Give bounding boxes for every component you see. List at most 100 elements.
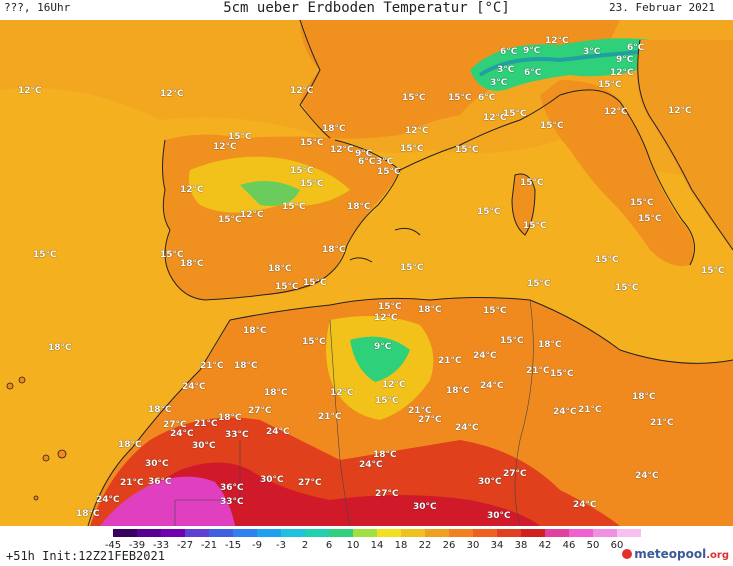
temperature-label: 12°C (382, 380, 406, 390)
temperature-label: 15°C (302, 337, 326, 347)
temperature-label: 18°C (268, 264, 292, 274)
temperature-label: 15°C (540, 121, 564, 131)
temperature-label: 21°C (526, 366, 550, 376)
temperature-label: 24°C (455, 423, 479, 433)
temperature-label: 15°C (290, 166, 314, 176)
temperature-label: 12°C (160, 89, 184, 99)
temperature-label: 27°C (298, 478, 322, 488)
scale-tick: -9 (252, 540, 262, 551)
scale-swatch (593, 529, 617, 537)
sahara-extreme (100, 476, 235, 526)
scale-tick: -27 (176, 540, 194, 551)
temperature-label: 18°C (180, 259, 204, 269)
temperature-label: 9°C (374, 342, 392, 352)
temperature-label: 15°C (598, 80, 622, 90)
temperature-label: 6°C (500, 47, 518, 57)
forecast-time: ???, 16Uhr (4, 1, 71, 14)
forecast-date: 23. Februar 2021 (609, 1, 715, 14)
scale-swatch (113, 529, 137, 537)
temperature-label: 15°C (477, 207, 501, 217)
temperature-label: 12°C (18, 86, 42, 96)
logo-icon (622, 549, 633, 559)
temperature-label: 36°C (148, 477, 172, 487)
temperature-label: 3°C (497, 65, 515, 75)
temperature-label: 27°C (248, 406, 272, 416)
temperature-label: 18°C (118, 440, 142, 450)
scale-swatch (497, 529, 521, 537)
temperature-label: 15°C (400, 263, 424, 273)
temperature-label: 33°C (225, 430, 249, 440)
scale-swatch (449, 529, 473, 537)
temperature-label: 24°C (573, 500, 597, 510)
scale-swatch (617, 529, 641, 537)
temperature-label: 15°C (630, 198, 654, 208)
temperature-label: 15°C (550, 369, 574, 379)
temperature-label: 15°C (160, 250, 184, 260)
map-canvas (0, 19, 733, 527)
land-italy (540, 80, 694, 266)
temperature-label: 15°C (455, 145, 479, 155)
temperature-label: 18°C (234, 361, 258, 371)
temperature-label: 15°C (615, 283, 639, 293)
temperature-label: 24°C (170, 429, 194, 439)
temperature-label: 12°C (405, 126, 429, 136)
meteopool-logo[interactable]: meteopool.org (622, 547, 729, 561)
temperature-label: 18°C (322, 124, 346, 134)
temperature-label: 15°C (638, 214, 662, 224)
scale-tick: 18 (394, 540, 408, 551)
temperature-label: 12°C (213, 142, 237, 152)
temperature-label: 18°C (76, 509, 100, 519)
temperature-label: 12°C (610, 68, 634, 78)
temperature-label: 12°C (483, 113, 507, 123)
temperature-label: 18°C (264, 388, 288, 398)
temperature-label: 21°C (194, 419, 218, 429)
temperature-label: 15°C (523, 221, 547, 231)
borders (174, 299, 534, 527)
logo-tld: .org (706, 550, 729, 561)
scale-tick: -33 (152, 540, 170, 551)
temperature-label: 6°C (524, 68, 542, 78)
temperature-label: 15°C (701, 266, 725, 276)
temperature-label: 15°C (402, 93, 426, 103)
temperature-label: 6°C (478, 93, 496, 103)
temperature-label: 12°C (374, 313, 398, 323)
temperature-label: 12°C (290, 86, 314, 96)
header: ???, 16Uhr 5cm ueber Erdboden Temperatur… (0, 0, 733, 20)
scale-swatch (521, 529, 545, 537)
temperature-label: 12°C (604, 107, 628, 117)
iberia-cold (240, 181, 300, 206)
temperature-label: 30°C (413, 502, 437, 512)
temperature-label: 18°C (347, 202, 371, 212)
temperature-label: 9°C (616, 55, 634, 65)
alps-ridge (478, 50, 641, 77)
logo-text: meteopool (634, 547, 707, 561)
land-alps-cold (470, 38, 655, 91)
temperature-label: 12°C (668, 106, 692, 116)
scale-swatch (377, 529, 401, 537)
temperature-label: 24°C (635, 471, 659, 481)
temperature-label: 15°C (400, 144, 424, 154)
temperature-label: 21°C (200, 361, 224, 371)
scale-swatch (209, 529, 233, 537)
temperature-label: 36°C (220, 483, 244, 493)
temperature-label: 12°C (240, 210, 264, 220)
run-info: +51h Init:12Z21FEB2021 (6, 549, 165, 563)
scale-swatch (545, 529, 569, 537)
temperature-label: 12°C (180, 185, 204, 195)
temperature-label: 24°C (473, 351, 497, 361)
temperature-label: 15°C (595, 255, 619, 265)
temperature-label: 15°C (300, 179, 324, 189)
temperature-label: 15°C (303, 278, 327, 288)
temperature-label: 18°C (243, 326, 267, 336)
scale-tick: 6 (325, 540, 333, 551)
temperature-label: 15°C (503, 109, 527, 119)
scale-tick: 30 (466, 540, 480, 551)
scale-tick: 42 (538, 540, 552, 551)
temperature-label: 27°C (163, 420, 187, 430)
temperature-label: 18°C (373, 450, 397, 460)
temperature-label: 15°C (483, 306, 507, 316)
temperature-label: 9°C (523, 46, 541, 56)
scale-swatch (473, 529, 497, 537)
scale-swatch (137, 529, 161, 537)
temperature-label: 6°C (358, 157, 376, 167)
